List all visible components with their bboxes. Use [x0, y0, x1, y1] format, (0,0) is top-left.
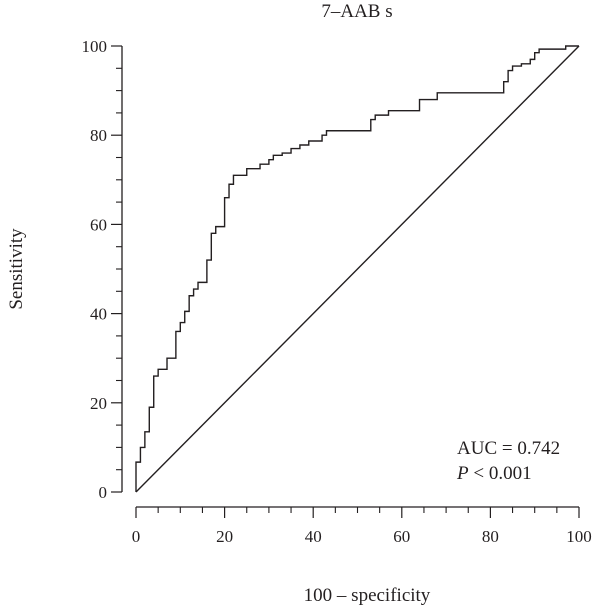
x-tick-label: 100	[566, 527, 592, 546]
x-tick-label: 60	[393, 527, 410, 546]
series-layer	[135, 45, 580, 493]
x-tick-label: 0	[132, 527, 141, 546]
x-axis-title: 100 – specificity	[304, 585, 431, 606]
x-tick-label: 20	[216, 527, 233, 546]
y-tick-label: 20	[90, 394, 107, 413]
y-tick-label: 80	[90, 126, 107, 145]
p-value-annotation: P < 0.001	[456, 463, 532, 484]
p-symbol: P	[456, 463, 469, 484]
y-tick-label: 60	[90, 215, 107, 234]
y-tick-label: 0	[99, 483, 108, 502]
x-tick-label: 80	[482, 527, 499, 546]
reference-diagonal-line	[135, 45, 580, 493]
y-tick-label: 100	[82, 37, 108, 56]
p-value: < 0.001	[469, 463, 532, 484]
roc-curve	[135, 45, 579, 492]
auc-annotation: AUC = 0.742	[457, 438, 560, 459]
y-tick-label: 40	[90, 305, 107, 324]
y-axis-title: Sensitivity	[6, 228, 27, 310]
x-tick-label: 40	[305, 527, 322, 546]
chart-title: 7–AAB s	[321, 1, 392, 22]
axes-layer: 0 20 40 60 80 100 0 20 40 60 80 100	[82, 37, 592, 546]
